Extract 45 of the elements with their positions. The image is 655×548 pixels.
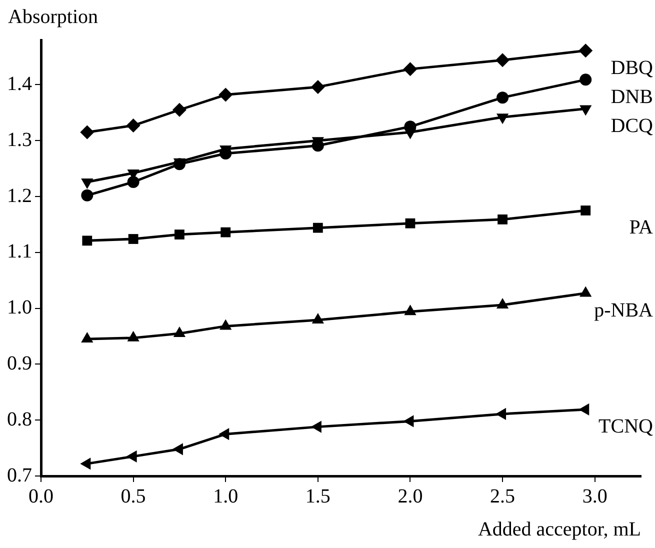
point <box>81 189 94 202</box>
point <box>580 74 592 86</box>
series-label: TCNQ <box>598 416 654 438</box>
series-label: DCQ <box>610 115 654 138</box>
x-tick-label: 2.0 <box>398 485 423 508</box>
point <box>405 218 416 228</box>
point <box>218 88 233 102</box>
y-tick-label: 1.2 <box>7 184 32 207</box>
point <box>82 236 92 246</box>
point <box>126 118 140 133</box>
series-label: p-NBA <box>594 299 654 322</box>
point <box>220 227 231 238</box>
y-tick-label: 1.0 <box>7 296 32 319</box>
point <box>174 230 184 240</box>
point <box>312 222 323 233</box>
y-axis-title: Absorption <box>8 6 98 29</box>
point <box>403 62 418 76</box>
x-tick-label: 1.5 <box>305 485 330 508</box>
point <box>172 102 186 117</box>
point <box>496 92 509 104</box>
point <box>128 234 138 244</box>
point <box>310 80 325 94</box>
y-tick-label: 0.9 <box>7 352 32 374</box>
y-tick-label: 1.4 <box>7 72 32 95</box>
point <box>498 214 508 224</box>
point <box>81 332 94 343</box>
series-label: PA <box>629 216 654 239</box>
y-tick-label: 1.3 <box>7 128 32 151</box>
point <box>496 53 510 68</box>
point <box>578 44 593 58</box>
point <box>312 313 324 324</box>
point <box>580 206 591 216</box>
y-tick-label: 1.1 <box>7 240 32 263</box>
y-tick-label: 0.8 <box>7 408 32 430</box>
point <box>80 125 94 140</box>
point <box>127 176 140 188</box>
x-tick-label: 3.0 <box>582 485 608 508</box>
series-label: DNB <box>610 86 653 108</box>
x-tick-label: 0.5 <box>120 485 146 508</box>
y-tick-label: 0.7 <box>7 464 32 486</box>
series-label: DBQ <box>610 56 654 79</box>
x-tick-label: 0.0 <box>28 485 54 508</box>
x-tick-label: 1.0 <box>213 485 238 508</box>
x-axis-title: Added acceptor, mL <box>478 518 641 540</box>
x-tick-label: 2.5 <box>490 485 516 508</box>
